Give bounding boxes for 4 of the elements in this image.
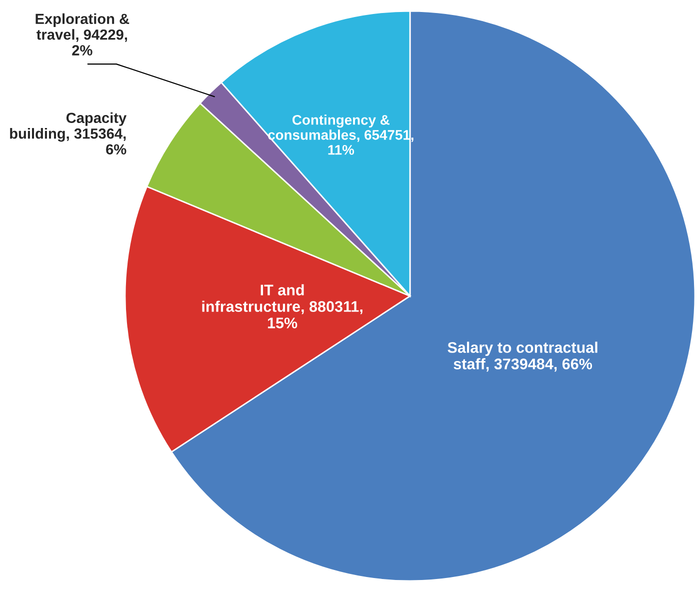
slice-label: Salary to contractual staff, 3739484, 66%: [448, 342, 598, 372]
slice-label: IT and infrastructure, 880311, 15%: [202, 284, 362, 328]
slice-label: Exploration & travel, 94229, 2%: [36, 13, 130, 56]
slice-label: Capacity building, 315364, 6%: [10, 112, 127, 155]
